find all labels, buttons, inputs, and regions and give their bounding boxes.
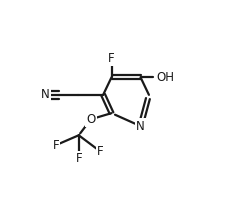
Text: F: F xyxy=(52,139,59,152)
Text: F: F xyxy=(108,52,115,65)
Text: F: F xyxy=(97,145,103,158)
Text: O: O xyxy=(86,113,95,126)
Text: N: N xyxy=(41,88,50,101)
Text: F: F xyxy=(75,152,82,165)
Text: N: N xyxy=(136,120,145,133)
Text: OH: OH xyxy=(157,71,175,84)
